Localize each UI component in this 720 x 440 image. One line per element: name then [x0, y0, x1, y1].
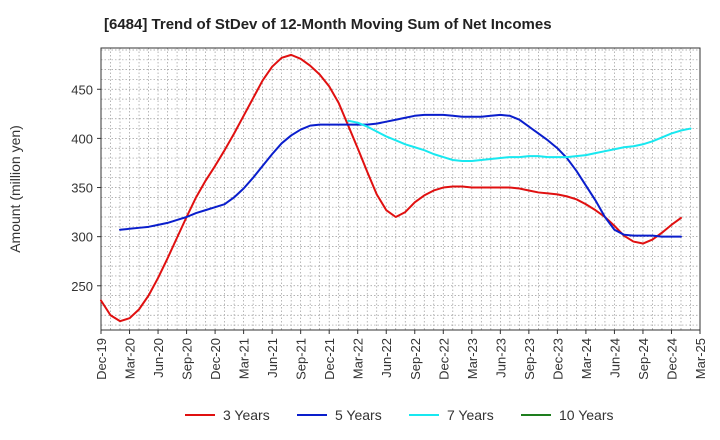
- legend-label: 3 Years: [223, 407, 270, 423]
- series-line-3-years: [100, 53, 682, 323]
- x-tick-label: Dec-19: [94, 338, 109, 380]
- grid: [100, 48, 701, 330]
- series-lines: [100, 53, 692, 323]
- series-line-5-years: [119, 113, 682, 238]
- legend-label: 7 Years: [447, 407, 494, 423]
- axes: [100, 47, 701, 331]
- x-tick-label: Sep-20: [180, 338, 195, 380]
- legend-item-7-years: 7 Years: [409, 407, 494, 423]
- x-tick-label: Jun-22: [379, 338, 394, 378]
- x-tick-label: Mar-23: [465, 338, 480, 379]
- x-tick-label: Jun-23: [493, 338, 508, 378]
- chart-title: [6484] Trend of StDev of 12-Month Moving…: [104, 16, 552, 33]
- x-axis-ticks: Dec-19 Mar-20 Jun-20 Sep-20 Dec-20 Mar-21 Jun-…: [94, 330, 708, 380]
- x-tick-label: Mar-24: [579, 338, 594, 379]
- x-tick-label: Dec-20: [208, 338, 223, 380]
- x-tick-label: Sep-24: [636, 338, 651, 380]
- y-tick-label: 450: [71, 82, 93, 97]
- y-tick-label: 300: [71, 230, 93, 245]
- x-tick-label: Sep-23: [522, 338, 537, 380]
- x-tick-label: Mar-25: [693, 338, 708, 379]
- x-tick-label: Jun-20: [151, 338, 166, 378]
- x-tick-label: Dec-23: [550, 338, 565, 380]
- legend-item-3-years: 3 Years: [185, 407, 270, 423]
- y-axis-label: Amount (million yen): [7, 125, 23, 253]
- y-axis-ticks: 250 300 350 400 450: [71, 82, 101, 294]
- x-tick-label: Dec-21: [322, 338, 337, 380]
- x-tick-label: Jun-21: [265, 338, 280, 378]
- x-tick-label: Sep-22: [408, 338, 423, 380]
- y-tick-label: 400: [71, 131, 93, 146]
- y-tick-label: 250: [71, 279, 93, 294]
- x-tick-label: Mar-22: [351, 338, 366, 379]
- legend-item-5-years: 5 Years: [297, 407, 382, 423]
- x-tick-label: Dec-22: [436, 338, 451, 380]
- x-tick-label: Mar-20: [123, 338, 138, 379]
- legend: 3 Years 5 Years 7 Years 10 Years: [185, 407, 614, 423]
- legend-label: 5 Years: [335, 407, 382, 423]
- plot-frame: [100, 47, 701, 331]
- series-line-7-years: [347, 119, 692, 162]
- x-tick-label: Sep-21: [294, 338, 309, 380]
- legend-label: 10 Years: [559, 407, 614, 423]
- x-tick-label: Mar-21: [237, 338, 252, 379]
- x-tick-label: Dec-24: [664, 338, 679, 380]
- x-tick-label: Jun-24: [607, 338, 622, 378]
- plot-area: [101, 48, 700, 330]
- y-tick-label: 350: [71, 181, 93, 196]
- legend-item-10-years: 10 Years: [521, 407, 614, 423]
